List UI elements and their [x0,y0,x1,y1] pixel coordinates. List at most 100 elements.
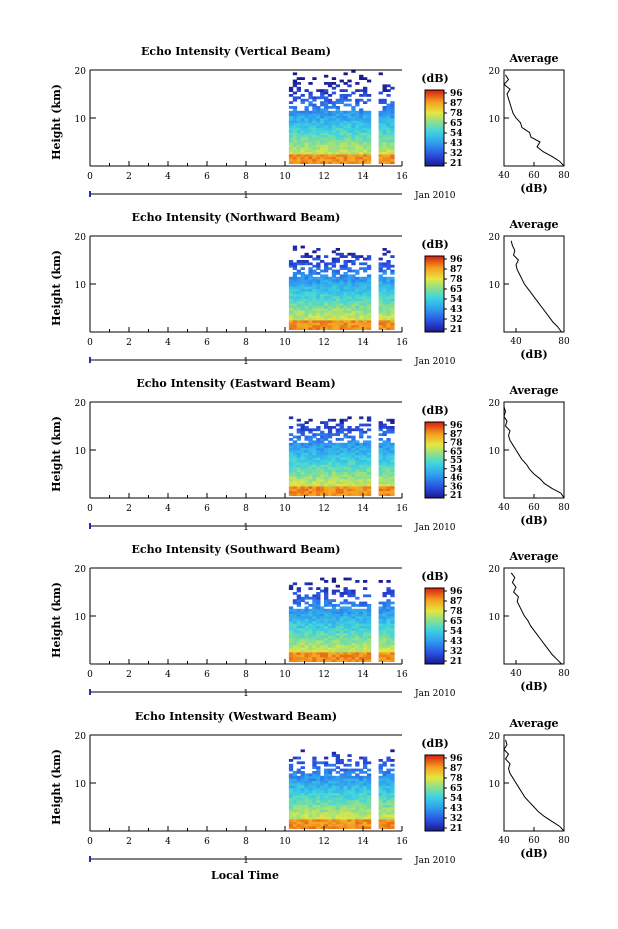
heatmap-cell [351,462,356,465]
heatmap-cell [351,604,356,607]
heatmap-cell [351,447,356,451]
heatmap-cell [359,611,364,614]
x-tick-label: 16 [396,172,408,182]
heatmap-cell [327,790,333,793]
heatmap-cell [312,647,317,650]
heatmap-cell [378,807,383,810]
heatmap-cell [312,312,317,316]
day-label: 1 [243,357,249,367]
heatmap-cell [312,464,317,468]
heatmap-cell [390,790,395,793]
heatmap-cell [386,250,391,254]
heatmap-cell [312,322,317,326]
y-tick-label: 20 [75,233,87,243]
heatmap-cell [320,486,325,489]
heatmap-cell [343,310,348,314]
heatmap-cell [386,139,391,143]
heatmap-cell [300,486,305,489]
average-title: Average [508,550,558,563]
heatmap-cell [308,659,313,662]
heatmap-cell [382,488,387,492]
heatmap-cell [300,620,305,624]
heatmap-cell [320,91,325,95]
heatmap-cell [296,279,301,282]
heatmap-cell [300,274,305,278]
colorbar-tick-label: 54 [450,794,463,804]
heatmap-cell [343,802,348,805]
heatmap-cell [347,293,352,297]
heatmap-cell [324,423,329,427]
heatmap-cell [390,486,395,489]
x-tick-label: 4 [165,837,171,847]
heatmap-cell [355,780,360,784]
heatmap-cell [366,267,372,270]
heatmap-cell [320,315,325,318]
heatmap-cell [386,279,391,282]
heatmap-cell [351,284,356,287]
heatmap-cell [331,616,337,619]
heatmap-cell [312,110,317,114]
heatmap-cell [324,493,329,496]
heatmap-cell [359,320,364,323]
heatmap-cell [339,787,344,791]
heatmap-cell [382,804,387,808]
heatmap-cell [355,620,360,624]
heatmap-cell [296,156,301,160]
heatmap-cell [363,462,368,465]
heatmap-cell [339,647,344,650]
heatmap-cell [378,269,383,273]
heatmap-cell [324,315,329,318]
heatmap-cell [339,476,344,480]
heatmap-cell [343,780,348,784]
heatmap-cell [312,654,317,658]
heatmap-cell [351,139,356,143]
colorbar-tick-label: 54 [450,129,463,139]
heatmap-cell [339,426,344,429]
heatmap-cell [347,103,352,107]
heatmap-cell [339,462,344,465]
heatmap-cell [351,255,356,258]
heatmap-cell [351,647,356,650]
x-tick-label: 2 [126,670,132,680]
heatmap-cell [335,276,340,280]
heatmap-cell [351,592,356,595]
heatmap-cell [382,625,387,629]
heatmap-cell [359,139,364,143]
heatmap-cell [327,486,333,489]
heatmap-cell [390,156,395,160]
heatmap-cell [347,84,352,88]
heatmap-cell [343,819,348,822]
heatmap-cell [316,606,321,610]
heatmap-cell [300,267,305,270]
heatmap-cell [366,303,372,306]
heatmap-cell [327,792,333,796]
heatmap-cell [347,474,352,477]
heatmap-cell [308,647,313,650]
heatmap-cell [288,305,294,309]
heatmap-cell [390,759,395,762]
heatmap-cell [316,296,321,299]
heatmap-cell [296,483,301,487]
heatmap-cell [304,823,309,827]
heatmap-cell [386,137,391,140]
heatmap-cell [366,308,372,311]
heatmap-cell [288,286,294,290]
heatmap-cell [316,122,321,126]
heatmap-cell [390,802,395,805]
heatmap-cell [300,816,305,820]
heatmap-cell [296,623,301,626]
heatmap-cell [378,276,383,280]
heatmap-cell [296,144,301,148]
heatmap-cell [347,416,352,420]
x-tick-label: 0 [87,837,93,847]
heatmap-cell [304,276,309,280]
heatmap-cell [288,623,294,626]
heatmap-cell [339,608,344,612]
heatmap-cell [308,644,313,648]
heatmap-cell [378,642,383,646]
heatmap-cell [320,305,325,309]
average-title: Average [508,384,558,397]
heatmap-cell [359,113,364,116]
heatmap-cell [366,158,372,162]
heatmap-cell [339,797,344,801]
